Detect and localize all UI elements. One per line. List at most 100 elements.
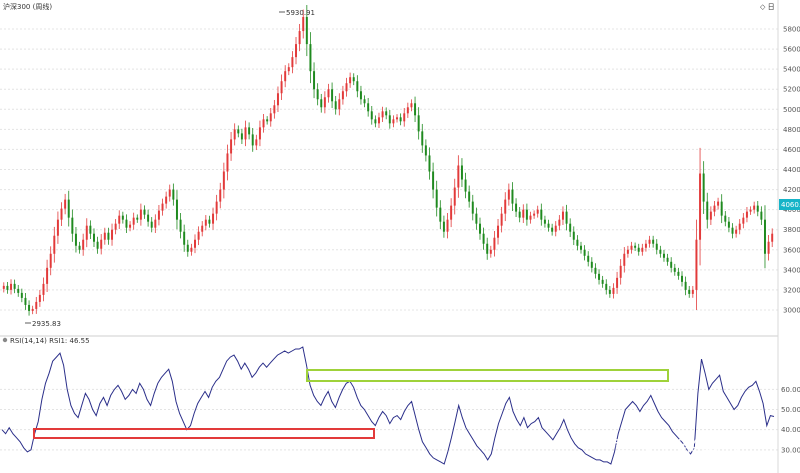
candle-body	[309, 44, 312, 72]
candle-body	[168, 189, 171, 197]
candle-body	[255, 139, 258, 146]
candle-body	[212, 213, 215, 224]
candle-body	[399, 117, 402, 122]
candle-body	[702, 173, 705, 202]
candle-body	[56, 219, 59, 236]
candle-body	[421, 131, 424, 146]
candle-body	[345, 83, 348, 92]
candle-body	[6, 285, 9, 290]
candle-body	[24, 297, 27, 305]
candle-body	[356, 81, 359, 92]
candle-body	[71, 217, 74, 234]
price-tick-label: 4000	[783, 206, 800, 214]
period-toggle[interactable]: ◇ 日	[760, 3, 775, 11]
candle-body	[489, 249, 492, 254]
candle-body	[612, 287, 615, 294]
candle-body	[403, 113, 406, 122]
candle-body	[219, 189, 222, 202]
candle-body	[323, 97, 326, 108]
candle-body	[139, 209, 142, 220]
candle-body	[237, 129, 240, 134]
candle-body	[161, 203, 164, 211]
candle-body	[547, 223, 550, 228]
candle-body	[424, 145, 427, 156]
candle-body	[60, 208, 63, 220]
last-price-label: 4060.6	[781, 201, 800, 209]
settings-icon[interactable]	[2, 337, 8, 343]
candle-body	[666, 257, 669, 262]
price-tick-label: 5400	[783, 66, 800, 74]
candle-body	[626, 249, 629, 254]
price-tick-label: 3000	[783, 306, 800, 314]
last-price-box	[779, 199, 800, 210]
candle-body	[742, 217, 745, 224]
candle-body	[565, 211, 568, 224]
price-tick-label: 4600	[783, 146, 800, 154]
candle-body	[515, 203, 518, 212]
candle-body	[695, 239, 698, 290]
candle-body	[756, 205, 759, 212]
candle-body	[359, 91, 362, 100]
candle-body	[316, 89, 319, 100]
candle-body	[652, 239, 655, 244]
candle-body	[598, 273, 601, 280]
rsi-tick-label: 40.00	[781, 426, 800, 434]
candle-body	[475, 213, 478, 224]
candle-body	[244, 127, 247, 140]
candle-body	[92, 233, 95, 242]
high-label: 5930.91	[286, 9, 315, 17]
candle-body	[103, 232, 106, 240]
candle-body	[175, 199, 178, 220]
candle-body	[727, 221, 730, 228]
candle-body	[82, 239, 85, 250]
candle-body	[616, 277, 619, 288]
candle-body	[352, 77, 355, 82]
candle-body	[258, 127, 261, 140]
candle-body	[587, 255, 590, 262]
candle-body	[295, 44, 298, 58]
candle-body	[194, 239, 196, 248]
candle-body	[576, 239, 579, 246]
candle-body	[157, 210, 160, 220]
candle-body	[688, 289, 691, 294]
candle-body	[572, 231, 575, 240]
candle-body	[100, 239, 103, 249]
candle-body	[49, 253, 52, 268]
candle-body	[558, 219, 561, 226]
candle-body	[529, 215, 532, 220]
candle-body	[525, 209, 528, 220]
candle-body	[392, 119, 395, 124]
candle-body	[313, 71, 316, 90]
candle-body	[518, 211, 521, 218]
candle-body	[482, 233, 485, 244]
candle-body	[266, 119, 269, 122]
candle-body	[385, 111, 388, 116]
candle-body	[435, 189, 438, 208]
price-tick-label: 5000	[783, 106, 800, 114]
candle-body	[428, 155, 431, 172]
candle-body	[165, 196, 168, 204]
candle-body	[753, 205, 756, 210]
candle-body	[396, 117, 399, 120]
candle-body	[677, 271, 680, 276]
candle-body	[273, 105, 276, 114]
rsi-tick-label: 30.00	[781, 446, 800, 454]
candle-body	[767, 241, 770, 254]
candle-body	[125, 219, 128, 228]
candle-body	[630, 245, 633, 250]
candle-body	[150, 221, 153, 228]
candle-body	[561, 211, 564, 220]
last-price-tag: 4060.6	[779, 199, 800, 210]
candle-body	[143, 209, 146, 215]
candle-body	[349, 77, 352, 84]
candle-body	[699, 173, 702, 240]
candle-body	[136, 217, 139, 220]
candle-body	[370, 111, 373, 120]
candle-body	[533, 213, 536, 216]
rsi-label: RSI(14,14) RSI1: 46.55	[10, 337, 90, 345]
candle-body	[64, 199, 67, 209]
candlestick-series	[2, 5, 774, 316]
candle-body	[388, 115, 391, 124]
candle-body	[569, 223, 572, 232]
